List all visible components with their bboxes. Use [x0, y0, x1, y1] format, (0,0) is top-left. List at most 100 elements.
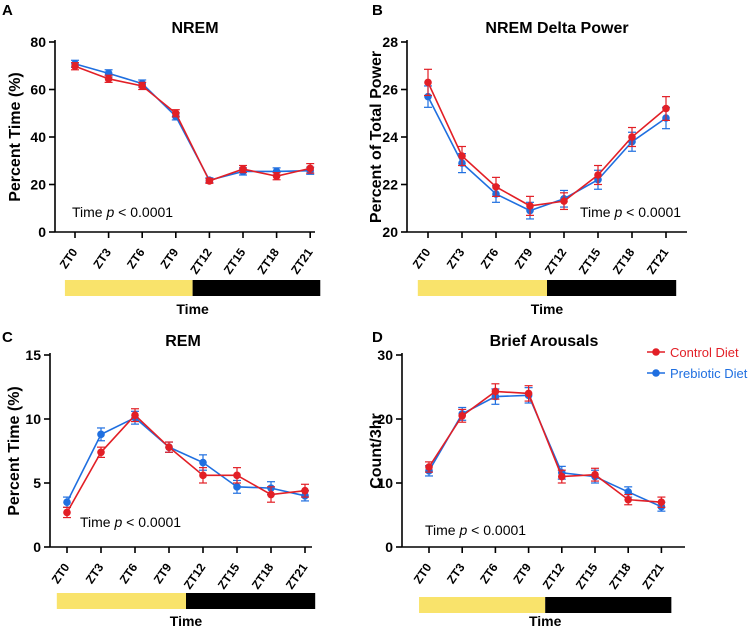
data-point-control [199, 471, 207, 480]
x-axis-label: Time [531, 301, 564, 317]
y-tick-label: 30 [377, 347, 393, 363]
stat-annotation: Time p < 0.0001 [72, 204, 173, 220]
annotation-text: < 0.0001 [122, 514, 181, 530]
annotation-text: < 0.0001 [467, 522, 526, 538]
y-axis-label: Percent of Total Power [368, 51, 385, 223]
x-tick-label: ZT21 [639, 560, 667, 591]
data-point-control [267, 490, 275, 499]
x-tick-label: ZT6 [124, 245, 148, 271]
data-point-control [63, 508, 71, 517]
annotation-p: p [105, 204, 114, 220]
x-tick-label: ZT21 [644, 245, 672, 276]
annotation-text: < 0.0001 [114, 204, 173, 220]
panel-letter: B [372, 2, 383, 19]
y-axis-label: Percent Time (%) [6, 386, 23, 516]
data-point-control [458, 152, 466, 160]
legend: Control Diet Prebiotic Diet [647, 345, 748, 381]
y-tick-label: 10 [25, 411, 41, 427]
y-tick-label: 20 [377, 411, 393, 427]
y-tick-label: 0 [33, 539, 41, 555]
x-tick-label: ZT12 [181, 560, 209, 591]
y-tick-label: 20 [382, 224, 398, 240]
x-tick-label: ZT9 [151, 560, 175, 586]
data-point-control [526, 202, 534, 210]
data-point-control [458, 412, 467, 420]
x-tick-label: ZT12 [540, 560, 568, 591]
x-tick-label: ZT15 [221, 245, 249, 276]
data-point-control [425, 463, 433, 471]
data-point-prebiotic [97, 430, 105, 439]
x-tick-label: ZT12 [542, 245, 570, 276]
x-tick-label: ZT18 [606, 560, 634, 591]
x-axis-label: Time [176, 301, 209, 317]
data-point-control [131, 411, 139, 419]
series-line-control [74, 65, 311, 182]
data-point-control [591, 470, 599, 479]
x-tick-label: ZT15 [576, 245, 604, 276]
x-tick-label: ZT0 [410, 245, 434, 271]
light-phase-bar [56, 593, 186, 609]
legend-label-prebiotic: Prebiotic Diet [670, 366, 748, 381]
annotation-text: Time [580, 204, 614, 220]
x-tick-label: ZT3 [444, 245, 468, 271]
annotation-p: p [113, 514, 122, 530]
chart-title: REM [165, 333, 201, 350]
series-line-prebiotic [66, 416, 306, 503]
data-point-control [424, 78, 432, 87]
y-tick-label: 24 [382, 129, 398, 145]
annotation-text: < 0.0001 [622, 204, 681, 220]
x-tick-label: ZT15 [215, 560, 243, 591]
x-axis-label: Time [170, 613, 203, 629]
x-tick-label: ZT12 [187, 245, 215, 276]
data-point-control [624, 495, 632, 504]
data-point-control [301, 486, 309, 495]
dark-phase-bar [547, 280, 677, 296]
chart-title: NREM Delta Power [485, 20, 628, 37]
data-point-control [524, 389, 533, 398]
y-tick-label: 22 [382, 177, 398, 193]
annotation-text: Time [72, 204, 106, 220]
x-tick-label: ZT9 [512, 245, 536, 271]
x-tick-label: ZT9 [510, 560, 534, 586]
x-tick-label: ZT15 [573, 560, 601, 591]
x-tick-label: ZT9 [158, 245, 182, 271]
series-line-control [428, 390, 662, 503]
x-tick-label: ZT3 [90, 245, 114, 271]
annotation-p: p [613, 204, 622, 220]
x-tick-label: ZT21 [283, 560, 311, 591]
y-tick-label: 0 [385, 539, 393, 555]
x-tick-label: ZT3 [83, 560, 107, 586]
legend-label-control: Control Diet [670, 345, 739, 360]
panel-letter: C [2, 329, 13, 346]
data-point-prebiotic [233, 483, 241, 491]
data-point-control [239, 165, 247, 173]
data-point-control [104, 75, 113, 83]
data-point-control [558, 472, 566, 481]
panel-letter: D [372, 329, 383, 346]
data-point-control [233, 471, 241, 480]
y-tick-label: 26 [382, 82, 398, 98]
chart-title: NREM [171, 20, 218, 37]
data-point-prebiotic [624, 488, 632, 496]
data-point-control [71, 62, 79, 71]
data-point-control [492, 183, 500, 191]
data-point-control [138, 82, 146, 90]
panel-b: B NREM Delta Power Percent of Total Power2… [368, 2, 687, 317]
x-tick-label: ZT18 [249, 560, 277, 591]
data-point-control [306, 164, 315, 173]
chart-title: Brief Arousals [490, 333, 599, 350]
data-point-control [97, 448, 105, 457]
stat-annotation: Time p < 0.0001 [580, 204, 681, 220]
data-point-control [560, 197, 568, 205]
x-tick-label: ZT3 [444, 560, 468, 586]
panel-a: A NREM Percent Time (%) 0 20 40 60 80 ZT0 ZT3 ZT6 Z… [2, 2, 321, 317]
x-axis-label: Time [529, 613, 562, 629]
y-tick-label: 60 [30, 82, 46, 98]
dark-phase-bar [545, 597, 672, 613]
y-axis-label: Percent Time (%) [7, 72, 24, 202]
panel-letter: A [2, 2, 13, 19]
y-tick-label: 80 [30, 34, 46, 50]
light-phase-bar [419, 597, 546, 613]
panel-d: D Brief Arousals Count/3hr 0 10 20 30 ZT0 ZT3 ZT6… [368, 329, 685, 629]
